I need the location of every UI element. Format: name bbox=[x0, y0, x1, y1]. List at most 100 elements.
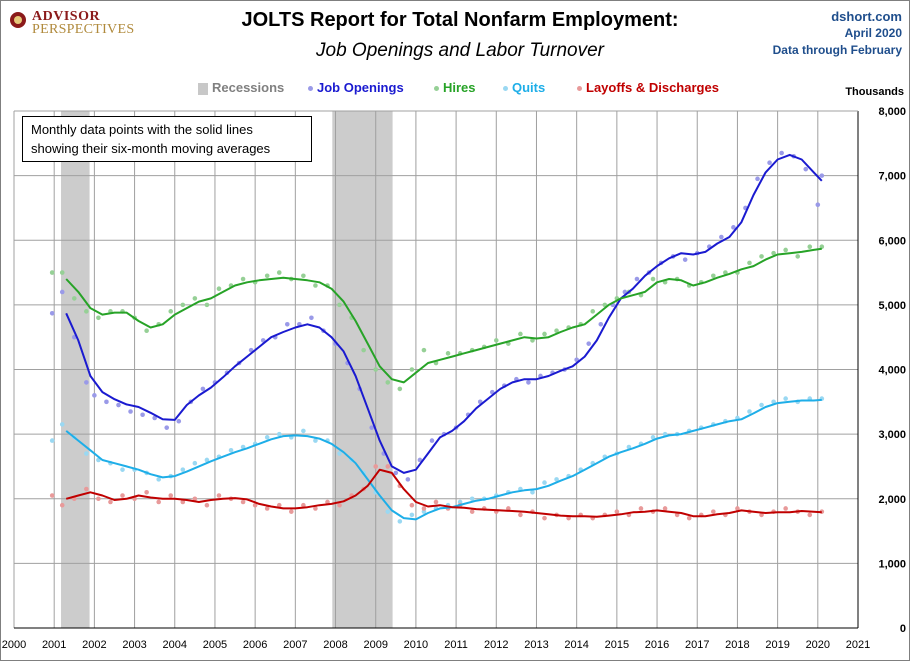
layoffs-point-5 bbox=[108, 499, 113, 505]
job-openings-point-57 bbox=[731, 225, 736, 230]
x-tick-label-2000: 2000 bbox=[2, 639, 26, 651]
layoffs-point-38 bbox=[506, 506, 511, 511]
hires-point-0 bbox=[49, 270, 55, 275]
hires-point-55 bbox=[711, 273, 716, 279]
layoffs-point-52 bbox=[674, 512, 680, 518]
job-openings-point-40 bbox=[526, 380, 531, 385]
x-tick-label-2011: 2011 bbox=[444, 639, 468, 651]
quits-point-35 bbox=[469, 496, 475, 502]
hires-point-21 bbox=[301, 273, 306, 279]
layoffs-point-47 bbox=[614, 509, 620, 514]
source-data-through: Data through February bbox=[772, 43, 902, 57]
quits-point-40 bbox=[530, 489, 535, 495]
layoffs-point-53 bbox=[686, 515, 692, 521]
job-openings-point-29 bbox=[393, 470, 399, 476]
quits-point-13 bbox=[204, 457, 210, 463]
layoffs-point-1 bbox=[59, 502, 65, 508]
hires-point-31 bbox=[421, 347, 427, 353]
axes: 2000 2001 2002 2003 2004 2005 2006 2007 2008 2009… bbox=[2, 106, 906, 651]
x-tick-label-2021: 2021 bbox=[846, 639, 870, 651]
layoffs-point-0 bbox=[49, 493, 55, 498]
legend-job-openings-marker bbox=[308, 86, 313, 92]
x-tick-label-2013: 2013 bbox=[524, 639, 548, 651]
hires-point-16 bbox=[240, 276, 246, 282]
hires-point-59 bbox=[759, 254, 764, 259]
quits-point-1 bbox=[59, 422, 65, 427]
hires-point-50 bbox=[650, 276, 656, 282]
hires-point-18 bbox=[264, 273, 270, 279]
hires-point-28 bbox=[385, 380, 391, 385]
hires-point-30 bbox=[409, 367, 415, 372]
legend-recessions: Recessions bbox=[198, 80, 284, 95]
y-tick-label-8: 8,000 bbox=[878, 106, 906, 118]
hires-point-22 bbox=[313, 283, 318, 288]
legend-recessions-label: Recessions bbox=[212, 80, 285, 95]
hires-point-37 bbox=[493, 338, 499, 343]
layoffs-point-13 bbox=[204, 502, 210, 508]
source-site: dshort.com bbox=[831, 9, 902, 24]
hires-point-60 bbox=[771, 250, 776, 256]
hires-point-2 bbox=[71, 296, 77, 301]
logo-line2: PERSPECTIVES bbox=[32, 22, 135, 37]
quits-point-15 bbox=[228, 447, 234, 453]
layoffs-point-11 bbox=[180, 499, 186, 505]
x-tick-label-2007: 2007 bbox=[283, 639, 307, 651]
x-tick-label-2017: 2017 bbox=[685, 639, 709, 651]
layoffs-point-27 bbox=[373, 464, 379, 469]
hires-point-33 bbox=[445, 351, 451, 356]
legend-layoffs-label: Layoffs & Discharges bbox=[586, 80, 719, 95]
legend-recession-swatch bbox=[198, 82, 208, 95]
job-openings-point-45 bbox=[586, 341, 592, 346]
x-tick-label-2012: 2012 bbox=[484, 639, 508, 651]
layoffs-point-12 bbox=[192, 496, 198, 502]
job-openings-point-11 bbox=[176, 418, 182, 424]
quits-point-42 bbox=[554, 477, 559, 482]
layoffs-point-3 bbox=[84, 486, 89, 492]
y-tick-label-1: 1,000 bbox=[878, 558, 906, 570]
monthly-points bbox=[49, 150, 825, 524]
layoffs-point-16 bbox=[240, 499, 246, 505]
quits-point-59 bbox=[759, 402, 764, 408]
hires-point-24 bbox=[337, 302, 342, 308]
x-tick-label-2002: 2002 bbox=[82, 639, 106, 651]
layoffs-point-17 bbox=[252, 502, 258, 508]
hires-point-13 bbox=[204, 302, 210, 308]
hires-point-29 bbox=[397, 386, 403, 392]
job-openings-point-53 bbox=[682, 257, 688, 262]
hires-moving-average-line bbox=[65, 247, 822, 384]
hires-point-8 bbox=[144, 328, 149, 334]
hires-point-61 bbox=[783, 247, 788, 253]
hires-point-3 bbox=[84, 309, 89, 314]
job-openings-point-4 bbox=[92, 393, 97, 398]
job-openings-point-10 bbox=[164, 425, 170, 430]
hires-point-39 bbox=[518, 331, 523, 337]
layoffs-point-23 bbox=[325, 499, 330, 505]
x-tick-label-2018: 2018 bbox=[725, 639, 749, 651]
y-tick-label-4: 4,000 bbox=[878, 365, 906, 377]
hires-point-40 bbox=[530, 338, 535, 343]
job-openings-point-46 bbox=[598, 321, 604, 327]
layoffs-point-49 bbox=[638, 506, 644, 511]
hires-point-42 bbox=[554, 328, 559, 334]
job-openings-point-27 bbox=[369, 425, 374, 430]
layoffs-point-59 bbox=[759, 512, 764, 518]
job-openings-point-6 bbox=[116, 402, 121, 408]
layoffs-point-4 bbox=[96, 496, 101, 502]
job-openings-point-8 bbox=[140, 412, 145, 418]
job-openings-point-5 bbox=[104, 399, 109, 405]
legend-hires: Hires bbox=[434, 80, 476, 95]
legend-quits: Quits bbox=[503, 80, 545, 95]
quits-point-41 bbox=[542, 480, 547, 485]
quits-point-9 bbox=[156, 477, 161, 482]
quits-point-28 bbox=[385, 509, 391, 514]
layoffs-point-61 bbox=[783, 506, 788, 511]
layoffs-point-14 bbox=[216, 493, 222, 498]
job-openings-point-3 bbox=[84, 380, 89, 385]
layoffs-point-24 bbox=[337, 502, 342, 508]
hires-point-14 bbox=[216, 286, 222, 292]
job-openings-point-7 bbox=[128, 409, 133, 414]
hires-point-10 bbox=[168, 309, 174, 314]
x-tick-label-2008: 2008 bbox=[323, 639, 347, 651]
legend: Recessions Job Openings Hires Quits Layo… bbox=[0, 80, 910, 100]
